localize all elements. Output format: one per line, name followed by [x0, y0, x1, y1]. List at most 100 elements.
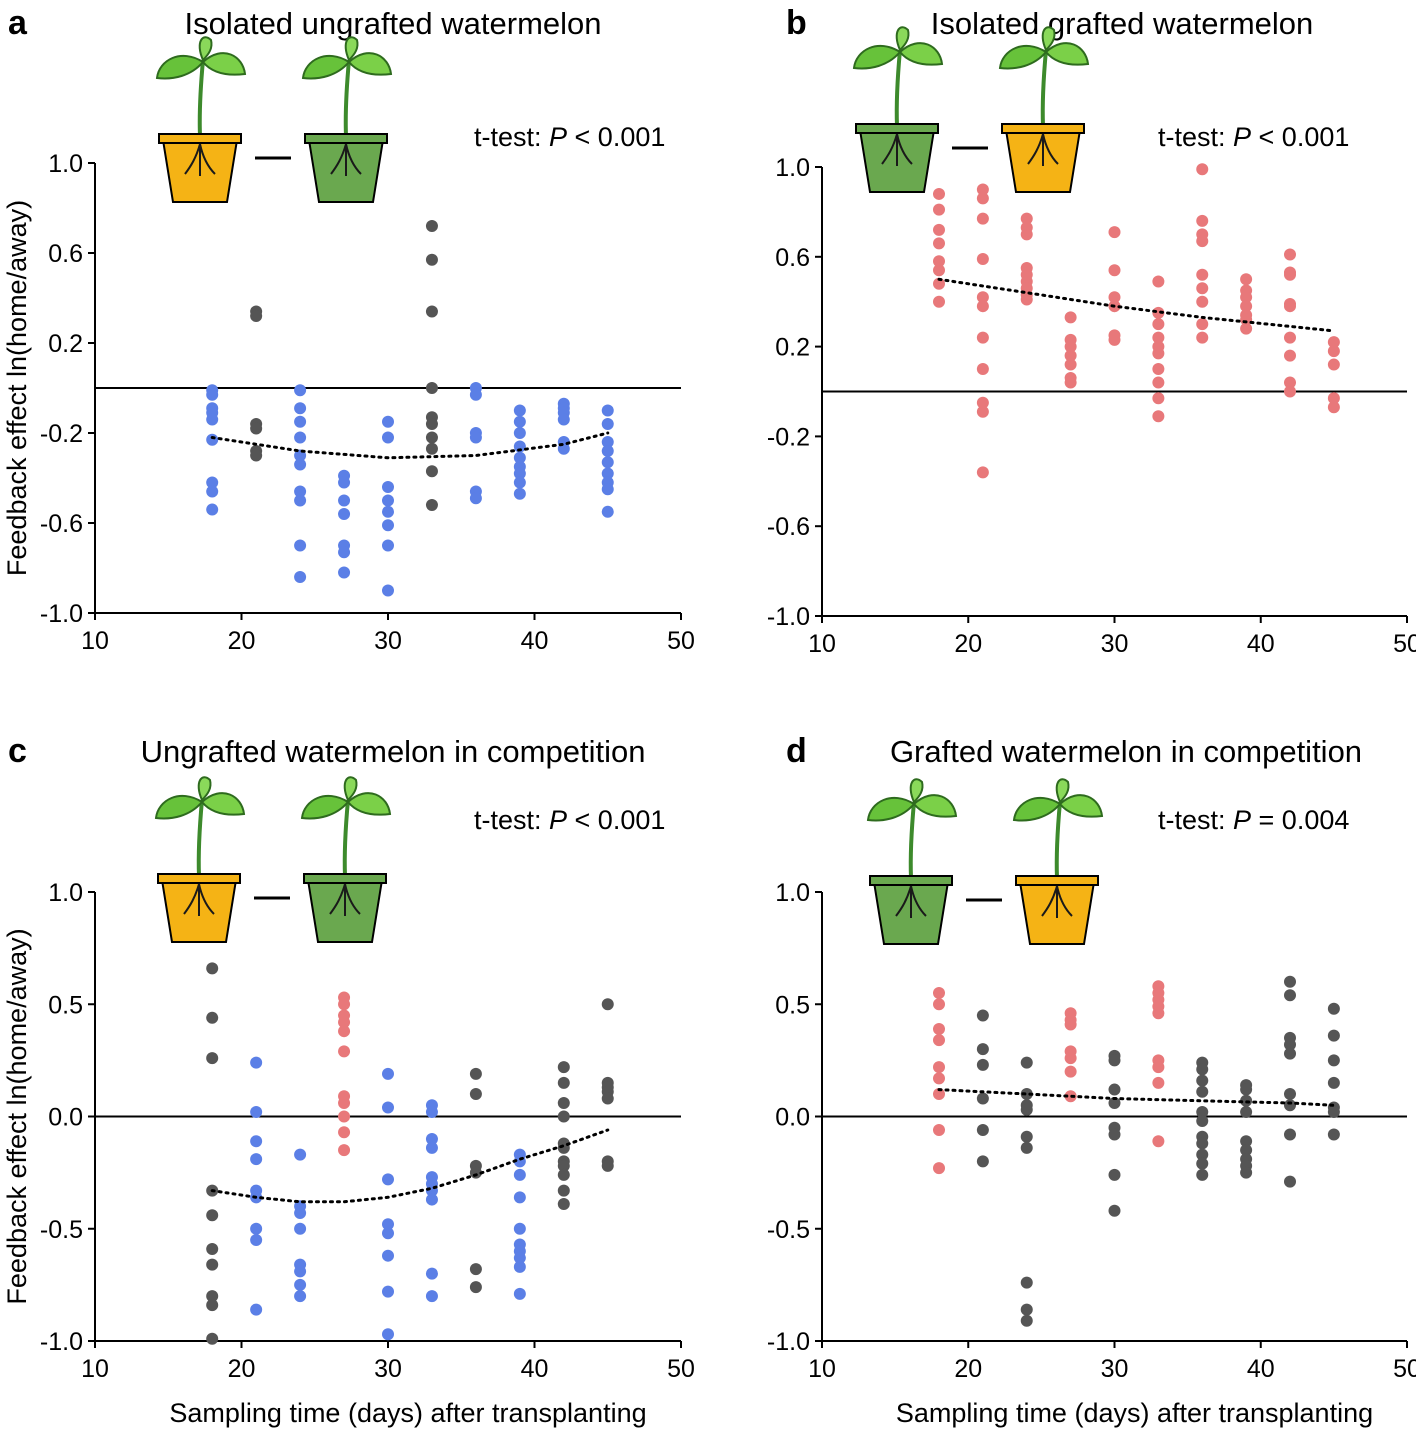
panel-label: a: [8, 4, 28, 42]
data-point-red: [976, 192, 989, 205]
data-point-grey: [1327, 1106, 1340, 1119]
x-tick-label: 50: [667, 1355, 695, 1383]
data-point-red: [1152, 347, 1165, 360]
data-point-blue: [382, 415, 394, 428]
y-tick-label: 1.0: [775, 154, 810, 182]
data-point-blue: [206, 476, 219, 489]
data-point-red: [1196, 163, 1209, 176]
data-point-red: [933, 1072, 945, 1085]
x-tick-label: 50: [1393, 630, 1416, 658]
data-point-grey: [206, 1299, 219, 1312]
y-tick-label: -0.6: [767, 513, 810, 541]
potted-plant-illustration: [301, 35, 393, 203]
data-point-red: [1108, 226, 1121, 239]
data-point-red: [1240, 273, 1253, 286]
data-point-grey: [206, 1209, 219, 1222]
roots-icon: [881, 133, 913, 166]
data-point-red: [1284, 300, 1296, 313]
x-axis-label: Sampling time (days) after transplanting: [169, 1398, 646, 1428]
panel-label: c: [8, 732, 27, 770]
y-tick-label: -1.0: [40, 600, 83, 628]
y-tick-label: 1.0: [775, 879, 810, 907]
data-point-red: [338, 1144, 351, 1157]
data-point-blue: [338, 494, 351, 507]
data-point-grey: [1327, 1076, 1340, 1089]
data-point-grey: [425, 305, 438, 318]
data-point-blue: [469, 492, 482, 505]
data-point-grey: [425, 418, 438, 430]
data-point-grey: [206, 1258, 219, 1271]
data-point-blue: [294, 539, 307, 552]
data-point-red: [1196, 235, 1209, 248]
plant-icon: [852, 25, 944, 128]
roots-icon: [183, 883, 215, 916]
potted-plant-illustration: [155, 35, 247, 203]
data-point-blue: [513, 1287, 526, 1300]
data-point-grey: [425, 220, 438, 232]
roots-icon: [329, 883, 361, 916]
plant-icon: [300, 775, 392, 878]
data-point-grey: [469, 1088, 482, 1101]
data-point-grey: [601, 1092, 614, 1105]
data-point-grey: [1196, 1085, 1209, 1098]
data-point-blue: [294, 384, 307, 397]
x-tick-label: 40: [1247, 630, 1275, 658]
data-point-red: [933, 998, 945, 1011]
data-point-red: [1196, 268, 1209, 281]
data-point-grey: [1108, 1097, 1121, 1110]
data-point-red: [933, 277, 945, 290]
data-point-red: [1152, 392, 1165, 405]
data-point-red: [1020, 293, 1033, 306]
data-point-blue: [469, 388, 482, 401]
data-point-grey: [1108, 1168, 1121, 1181]
y-tick-label: -1.0: [40, 1328, 83, 1356]
data-point-red: [976, 253, 989, 266]
data-point-grey: [425, 442, 438, 455]
data-point-red: [976, 396, 989, 409]
data-point-grey: [601, 1159, 614, 1172]
data-point-red: [976, 405, 989, 418]
trend-line: [210, 1128, 610, 1204]
data-point-red: [933, 1123, 945, 1136]
data-point-grey: [250, 422, 263, 435]
x-tick-label: 10: [808, 1355, 836, 1383]
data-point-blue: [250, 1056, 263, 1069]
data-point-grey: [206, 1290, 219, 1303]
data-point-grey: [469, 1166, 482, 1179]
data-point-grey: [469, 1067, 482, 1080]
data-point-blue: [601, 467, 614, 480]
data-point-blue: [425, 1132, 438, 1145]
data-point-blue: [513, 1168, 526, 1181]
data-point-red: [1152, 318, 1165, 331]
data-point-red: [933, 203, 945, 216]
data-point-blue: [206, 413, 219, 426]
x-tick-label: 40: [521, 627, 549, 655]
data-point-grey: [206, 1052, 219, 1065]
data-point-red: [1064, 340, 1077, 353]
data-point-blue: [382, 481, 394, 493]
data-point-red: [1284, 331, 1296, 344]
data-point-blue: [206, 485, 219, 498]
data-point-blue: [513, 440, 526, 453]
data-point-red: [1064, 376, 1077, 389]
data-point-grey: [1020, 1276, 1033, 1289]
data-point-red: [933, 1162, 945, 1175]
plant-icon: [998, 25, 1090, 128]
data-point-blue: [294, 402, 307, 415]
x-tick-label: 20: [954, 630, 982, 658]
data-point-red: [1020, 212, 1033, 225]
data-point-red: [338, 1016, 351, 1029]
ttest-p-symbol: P: [549, 122, 567, 152]
data-point-red: [1196, 318, 1209, 331]
data-point-grey: [976, 1009, 989, 1022]
data-point-blue: [294, 431, 307, 444]
data-point-red: [1327, 345, 1340, 358]
panel-a: a Isolated ungrafted watermelon t-test: P …: [2, 4, 695, 655]
data-point-grey: [206, 1011, 219, 1024]
plant-icon: [1012, 777, 1104, 880]
data-point-blue: [294, 1278, 307, 1291]
data-point-blue: [294, 1222, 307, 1235]
data-point-red: [1064, 1018, 1077, 1031]
y-tick-label: 1.0: [48, 150, 83, 178]
